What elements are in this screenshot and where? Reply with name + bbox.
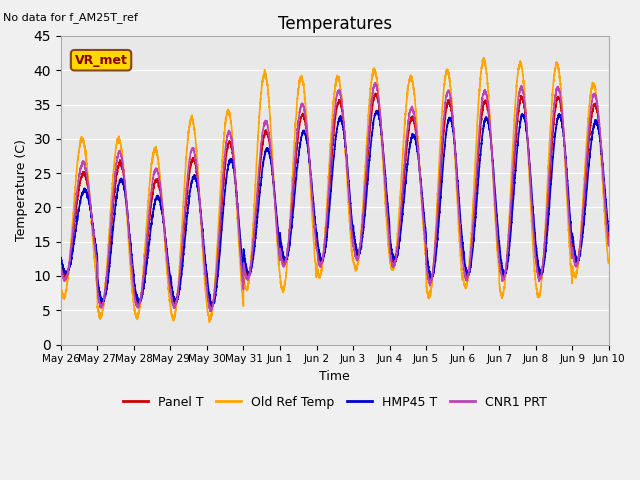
Panel T [314, 252, 322, 257]
Old Ref Temp [57, 282, 65, 288]
CNR1 PRT [428, 279, 435, 285]
Old Ref Temp [605, 260, 612, 265]
Line: Old Ref Temp: Old Ref Temp [61, 58, 609, 322]
Panel T [428, 277, 435, 283]
Old Ref Temp [205, 319, 213, 325]
Y-axis label: Temperature (C): Temperature (C) [15, 139, 28, 241]
Panel T [372, 90, 380, 96]
CNR1 PRT [207, 309, 214, 314]
Old Ref Temp [314, 271, 322, 277]
Panel T [57, 260, 65, 265]
Old Ref Temp [604, 257, 612, 263]
CNR1 PRT [605, 243, 612, 249]
Old Ref Temp [458, 266, 465, 272]
Old Ref Temp [428, 284, 435, 290]
Line: CNR1 PRT: CNR1 PRT [61, 83, 609, 312]
HMP45 T [156, 198, 163, 204]
CNR1 PRT [57, 264, 65, 270]
Panel T [605, 239, 612, 245]
HMP45 T [372, 108, 380, 113]
Text: No data for f_AM25T_ref: No data for f_AM25T_ref [3, 12, 138, 23]
CNR1 PRT [371, 80, 379, 85]
Line: Panel T: Panel T [61, 93, 609, 307]
CNR1 PRT [314, 258, 322, 264]
Old Ref Temp [489, 166, 497, 172]
Panel T [156, 183, 163, 189]
HMP45 T [57, 255, 65, 261]
Old Ref Temp [156, 167, 163, 173]
HMP45 T [428, 275, 435, 280]
HMP45 T [605, 228, 612, 234]
CNR1 PRT [489, 165, 497, 171]
HMP45 T [604, 226, 612, 231]
HMP45 T [314, 244, 322, 250]
Line: HMP45 T: HMP45 T [61, 110, 609, 307]
Legend: Panel T, Old Ref Temp, HMP45 T, CNR1 PRT: Panel T, Old Ref Temp, HMP45 T, CNR1 PRT [118, 391, 552, 414]
HMP45 T [489, 157, 497, 163]
Panel T [604, 233, 612, 239]
CNR1 PRT [604, 239, 612, 244]
Panel T [458, 241, 465, 247]
Text: VR_met: VR_met [75, 54, 127, 67]
CNR1 PRT [156, 178, 163, 183]
HMP45 T [458, 231, 465, 237]
CNR1 PRT [458, 247, 465, 253]
Title: Temperatures: Temperatures [278, 15, 392, 33]
Old Ref Temp [481, 55, 488, 60]
HMP45 T [209, 304, 216, 310]
Panel T [489, 162, 497, 168]
Panel T [208, 304, 216, 310]
X-axis label: Time: Time [319, 370, 350, 383]
